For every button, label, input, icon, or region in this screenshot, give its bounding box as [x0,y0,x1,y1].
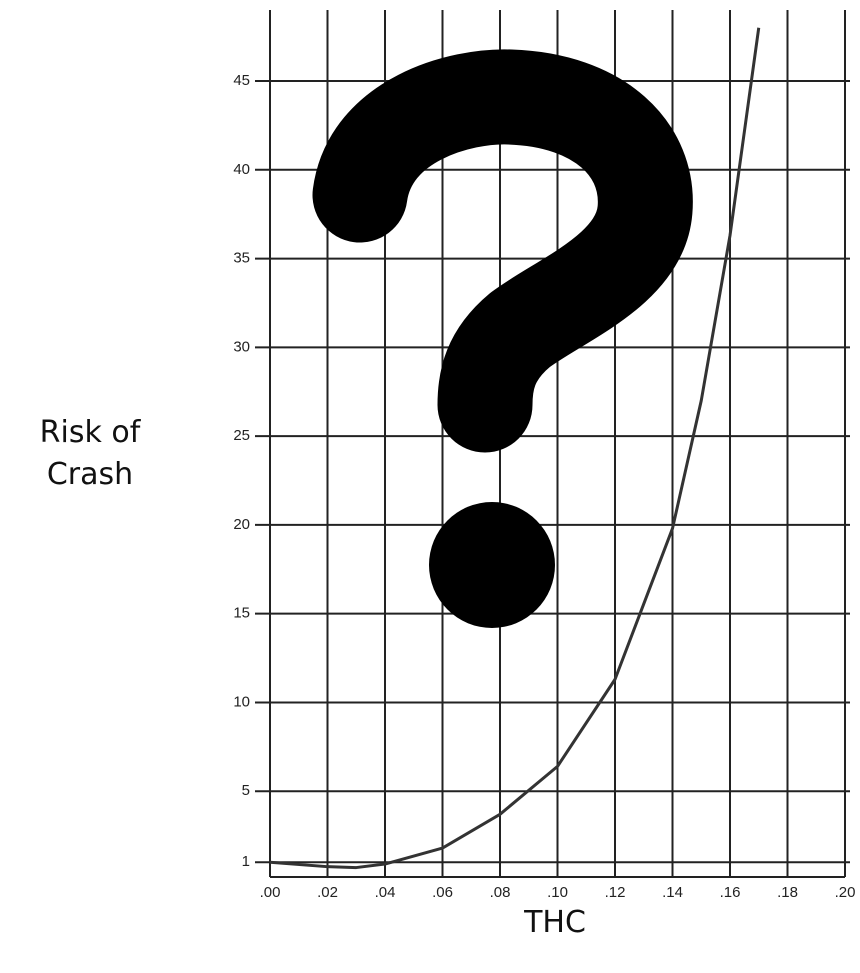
x-tick-label: .02 [317,884,338,901]
y-tick-label: 40 [233,161,250,178]
x-axis-label: THC [500,905,610,940]
x-tick-label: .20 [835,884,856,901]
y-axis-label: Risk of Crash [15,412,165,496]
question-hook [360,97,645,405]
x-tick-label: .04 [375,884,396,901]
question-mark [360,97,645,628]
y-tick-label: 5 [242,782,250,799]
y-tick-label: 1 [242,853,250,870]
x-tick-label: .06 [432,884,453,901]
x-tick-label: .14 [662,884,683,901]
y-tick-label: 10 [233,693,250,710]
x-tick-label: .08 [490,884,511,901]
y-tick-label: 15 [233,605,250,622]
y-tick-label: 35 [233,250,250,267]
page: .00.02.04.06.08.10.12.14.16.18.201510152… [0,0,860,973]
question-dot [429,502,555,628]
x-tick-label: .00 [260,884,281,901]
y-tick-label: 30 [233,338,250,355]
x-tick-label: .18 [777,884,798,901]
y-tick-label: 20 [233,516,250,533]
x-tick-label: .16 [720,884,741,901]
y-tick-label: 45 [233,72,250,89]
y-tick-label: 25 [233,427,250,444]
x-tick-label: .10 [547,884,568,901]
x-tick-label: .12 [605,884,626,901]
